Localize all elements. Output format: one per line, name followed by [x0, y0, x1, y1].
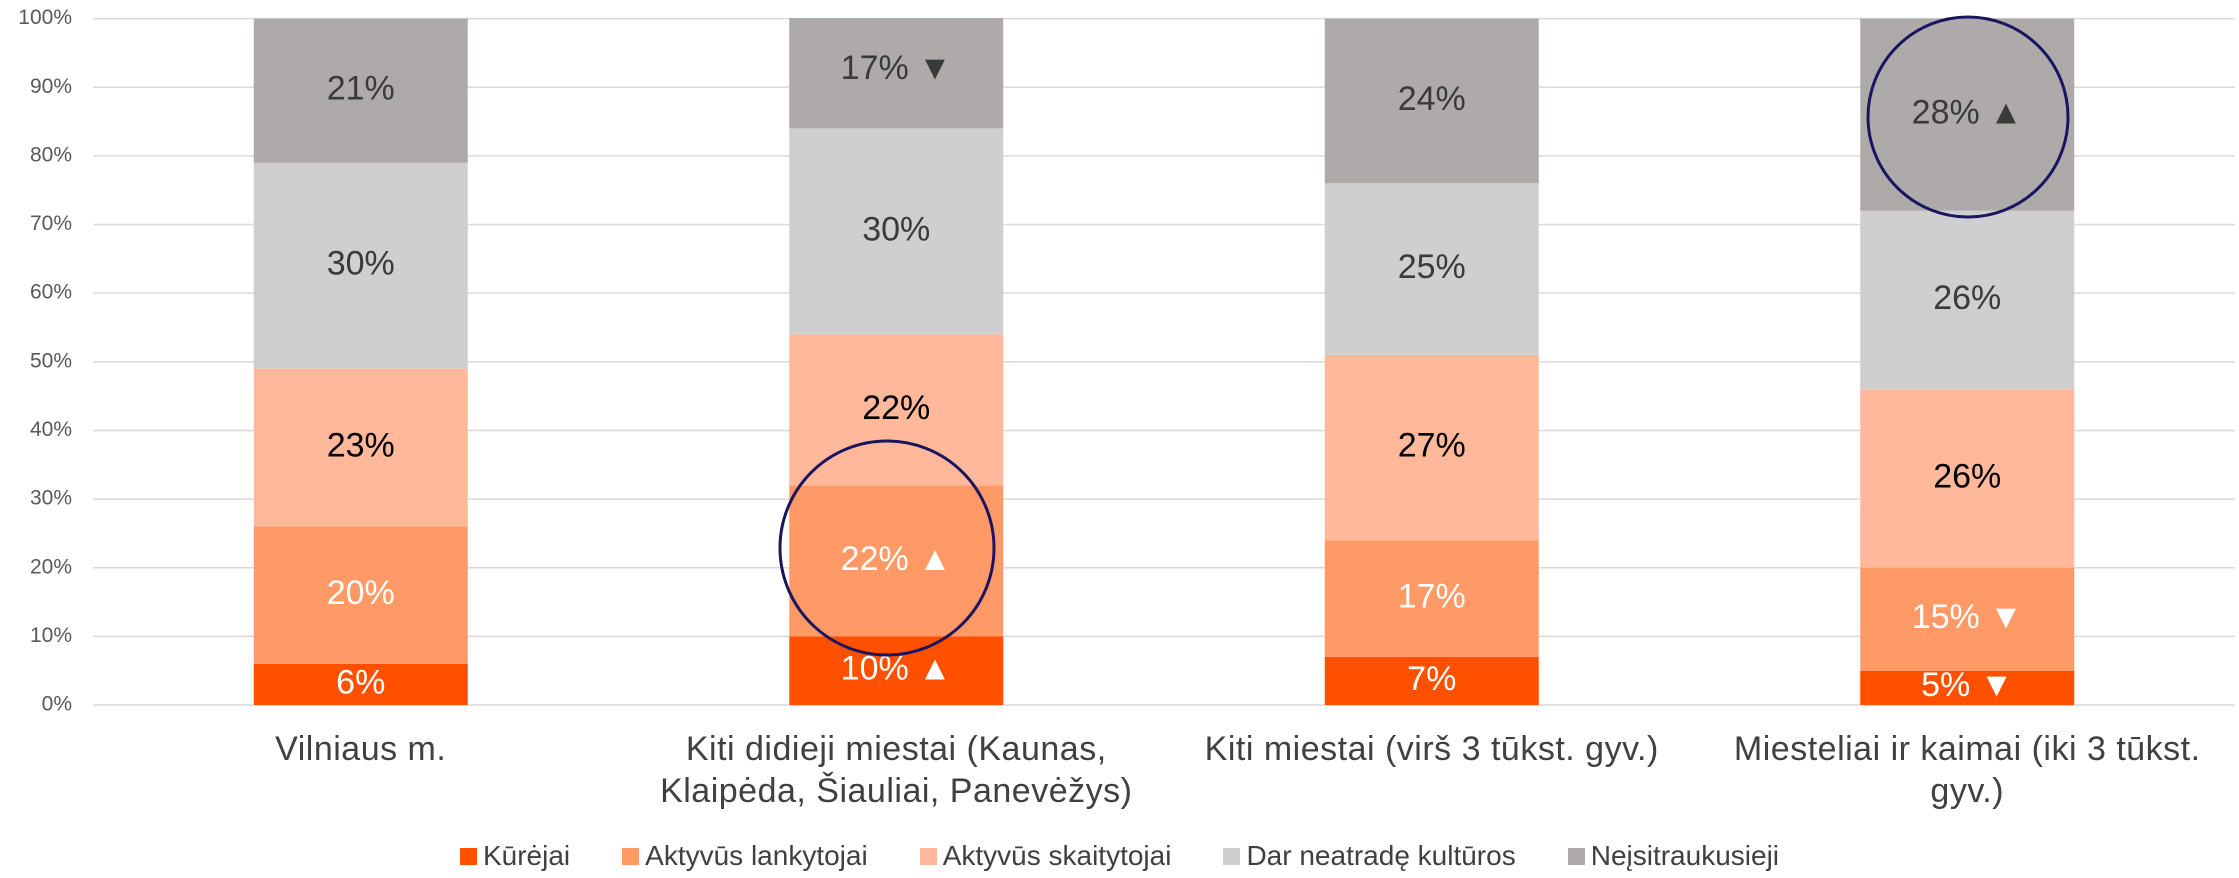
chart: 0% 10% 20% 30% 40% 50% 60% 70% 80% 90% 100% 6% 20% 23…: [18, 6, 2235, 716]
y-tick-label: 20%: [30, 555, 72, 578]
legend-swatch: [1567, 847, 1585, 865]
bar-segment: [253, 526, 468, 664]
legend-item: Neįsitraukusieji: [1567, 840, 1780, 872]
data-label: 28% ▲: [1912, 94, 2023, 132]
legend: Kūrėjai Aktyvūs lankytojai Aktyvūs skaityt…: [0, 840, 2239, 872]
bar-segment: [1324, 354, 1539, 541]
data-label: 7%: [1407, 660, 1456, 698]
bar-segment: [789, 18, 1004, 129]
data-label: 30%: [862, 210, 930, 248]
y-tick-label: 70%: [30, 212, 72, 235]
legend-item: Aktyvūs lankytojai: [622, 840, 868, 872]
highlight-circle: [778, 439, 996, 657]
data-label: 15% ▼: [1912, 598, 2023, 636]
legend-label: Aktyvūs skaitytojai: [942, 840, 1172, 871]
bar-segment: [789, 636, 1004, 705]
bar-segment: [1324, 656, 1539, 705]
x-tick-label: Miesteliai ir kaimai (iki 3 tūkst. gyv.): [1733, 730, 2201, 810]
bar-segment: [253, 18, 468, 163]
x-tick-label: Vilniaus m.: [275, 730, 447, 768]
bar-segment: [1860, 18, 2075, 211]
data-label: 25%: [1398, 248, 1466, 286]
data-label: 23%: [327, 427, 395, 465]
bar-segment: [1860, 210, 2075, 390]
bar-segment: [789, 485, 1004, 637]
x-tick-label: Kiti miestai (virš 3 tūkst. gyv.): [1204, 730, 1659, 768]
legend-item: Aktyvūs skaitytojai: [919, 840, 1172, 872]
highlight-circle: [1866, 15, 2070, 219]
bar-segment: [1860, 670, 2075, 705]
y-tick-label: 10%: [30, 624, 72, 647]
bar-segment: [253, 368, 468, 527]
data-label: 27%: [1398, 427, 1466, 465]
data-label: 26%: [1933, 457, 2001, 495]
bar-segment: [253, 162, 468, 369]
labels: 0% 10% 20% 30% 40% 50% 60% 70% 80% 90% 100% 6% 20% 23…: [18, 6, 2023, 715]
data-label: 21%: [327, 70, 395, 108]
y-tick-label: 40%: [30, 418, 72, 441]
bar-segment: [1860, 389, 2075, 568]
data-label: 22%: [862, 389, 930, 427]
legend-swatch: [919, 847, 937, 865]
legend-label: Dar neatradę kultūros: [1246, 840, 1516, 871]
y-tick-label: 50%: [30, 349, 72, 372]
data-label: 20%: [327, 574, 395, 612]
bar-segment: [1860, 567, 2075, 671]
y-tick-label: 90%: [30, 75, 72, 98]
y-tick-label: 30%: [30, 487, 72, 510]
bars: [253, 18, 2075, 705]
data-label: 22% ▲: [841, 540, 952, 578]
legend-swatch: [459, 847, 477, 865]
legend-swatch: [622, 847, 640, 865]
data-label: 17%: [1398, 578, 1466, 616]
data-label: 26%: [1933, 279, 2001, 317]
x-tick-label: Kiti didieji miestai (Kaunas, Klaipėda, …: [660, 730, 1133, 810]
y-tick-label: 100%: [18, 6, 72, 29]
bar-segment: [1324, 540, 1539, 657]
legend-swatch: [1223, 847, 1241, 865]
data-label: 6%: [336, 663, 385, 701]
data-label: 5% ▼: [1921, 666, 2013, 704]
bar-segment: [253, 663, 468, 705]
data-label: 30%: [327, 245, 395, 283]
y-tick-label: 60%: [30, 281, 72, 304]
y-tick-label: 80%: [30, 143, 72, 166]
legend-label: Kūrėjai: [482, 840, 571, 871]
y-tick-label: 0%: [42, 693, 72, 716]
data-label: 24%: [1398, 80, 1466, 118]
legend-item: Dar neatradę kultūros: [1223, 840, 1516, 872]
bar-segment: [1324, 183, 1539, 355]
legend-label: Aktyvūs lankytojai: [645, 840, 868, 871]
legend-item: Kūrėjai: [459, 840, 571, 872]
data-label: 17% ▼: [841, 49, 952, 87]
bar-segment: [789, 128, 1004, 335]
legend-label: Neįsitraukusieji: [1590, 840, 1780, 871]
bar-segment: [1324, 18, 1539, 184]
